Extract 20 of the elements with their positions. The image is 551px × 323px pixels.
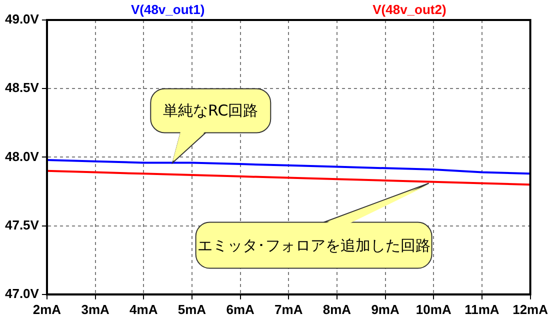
y-tick-label: 47.0V	[4, 286, 40, 301]
y-tick-label: 48.0V	[4, 148, 40, 164]
y-tick-label: 49.0V	[4, 12, 40, 27]
annotation: エミッタ･フォロアを追加した回路	[197, 236, 430, 254]
x-tick-label: 5mA	[178, 302, 207, 317]
x-tick-label: 9mA	[371, 302, 400, 317]
x-tick-label: 4mA	[130, 302, 158, 317]
y-tick-label: 48.5V	[4, 80, 40, 96]
text: V(48v_out2)	[372, 2, 446, 18]
x-tick-label: 6mA	[226, 302, 255, 317]
x-tick-label: 12mA	[512, 302, 549, 317]
x-tick-label: 11mA	[464, 302, 500, 317]
y-tick-label: 47.5V	[4, 217, 40, 232]
x-tick-label: 10mA	[416, 302, 452, 317]
text: V(48v_out1)	[130, 2, 205, 18]
annotation: 単純なRC回路	[163, 102, 258, 120]
x-tick-label: 8mA	[322, 302, 352, 317]
x-tick-label: 3mA	[81, 302, 110, 317]
x-tick-label: 7mA	[274, 302, 304, 317]
x-tick-label: 2mA	[32, 302, 62, 317]
